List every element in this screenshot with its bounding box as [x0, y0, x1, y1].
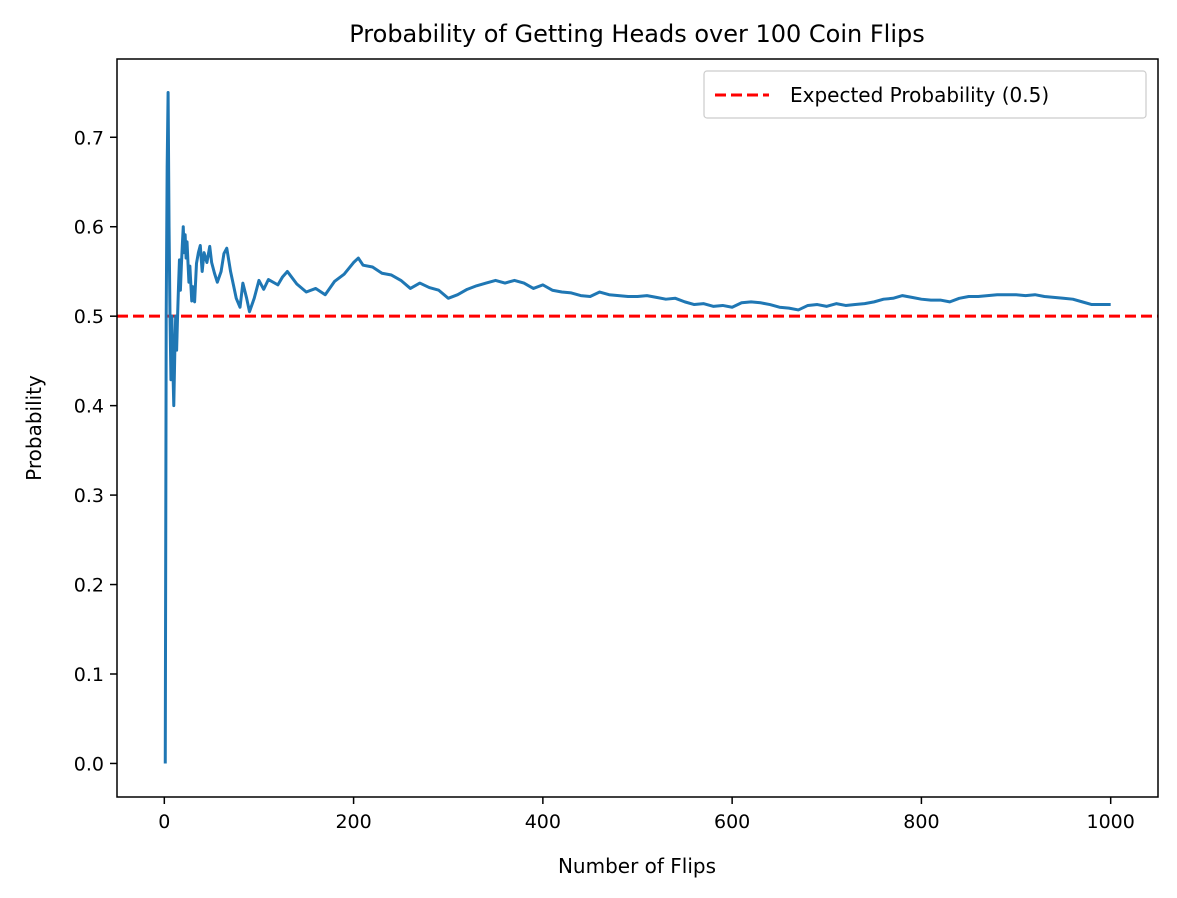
plot-area — [117, 59, 1158, 797]
legend-label-expected: Expected Probability (0.5) — [790, 83, 1049, 107]
y-tick-label: 0.7 — [74, 127, 104, 149]
y-tick-label: 0.0 — [74, 753, 104, 775]
legend: Expected Probability (0.5) — [703, 70, 1147, 119]
y-tick-label: 0.3 — [74, 485, 104, 507]
y-tick-label: 0.5 — [74, 306, 104, 328]
y-axis: 0.0 0.1 0.2 0.3 0.4 0.5 0.6 0.7 — [74, 127, 117, 775]
probability-series-line — [163, 91, 1111, 764]
x-axis: 0 200 400 600 800 1000 — [158, 797, 1135, 833]
x-tick-label: 600 — [714, 811, 750, 833]
y-tick-label: 0.1 — [74, 664, 104, 686]
x-axis-title: Number of Flips — [558, 854, 716, 878]
x-tick-label: 0 — [158, 811, 170, 833]
y-tick-label: 0.4 — [74, 396, 104, 418]
y-tick-label: 0.2 — [74, 575, 104, 597]
x-tick-label: 1000 — [1087, 811, 1135, 833]
chart-title: Probability of Getting Heads over 100 Co… — [349, 20, 924, 48]
y-tick-label: 0.6 — [74, 217, 104, 239]
x-tick-label: 200 — [335, 811, 371, 833]
x-tick-label: 400 — [525, 811, 561, 833]
plot-frame — [116, 58, 1159, 798]
legend-box — [703, 70, 1147, 119]
y-axis-title: Probability — [22, 375, 46, 481]
x-tick-label: 800 — [903, 811, 939, 833]
